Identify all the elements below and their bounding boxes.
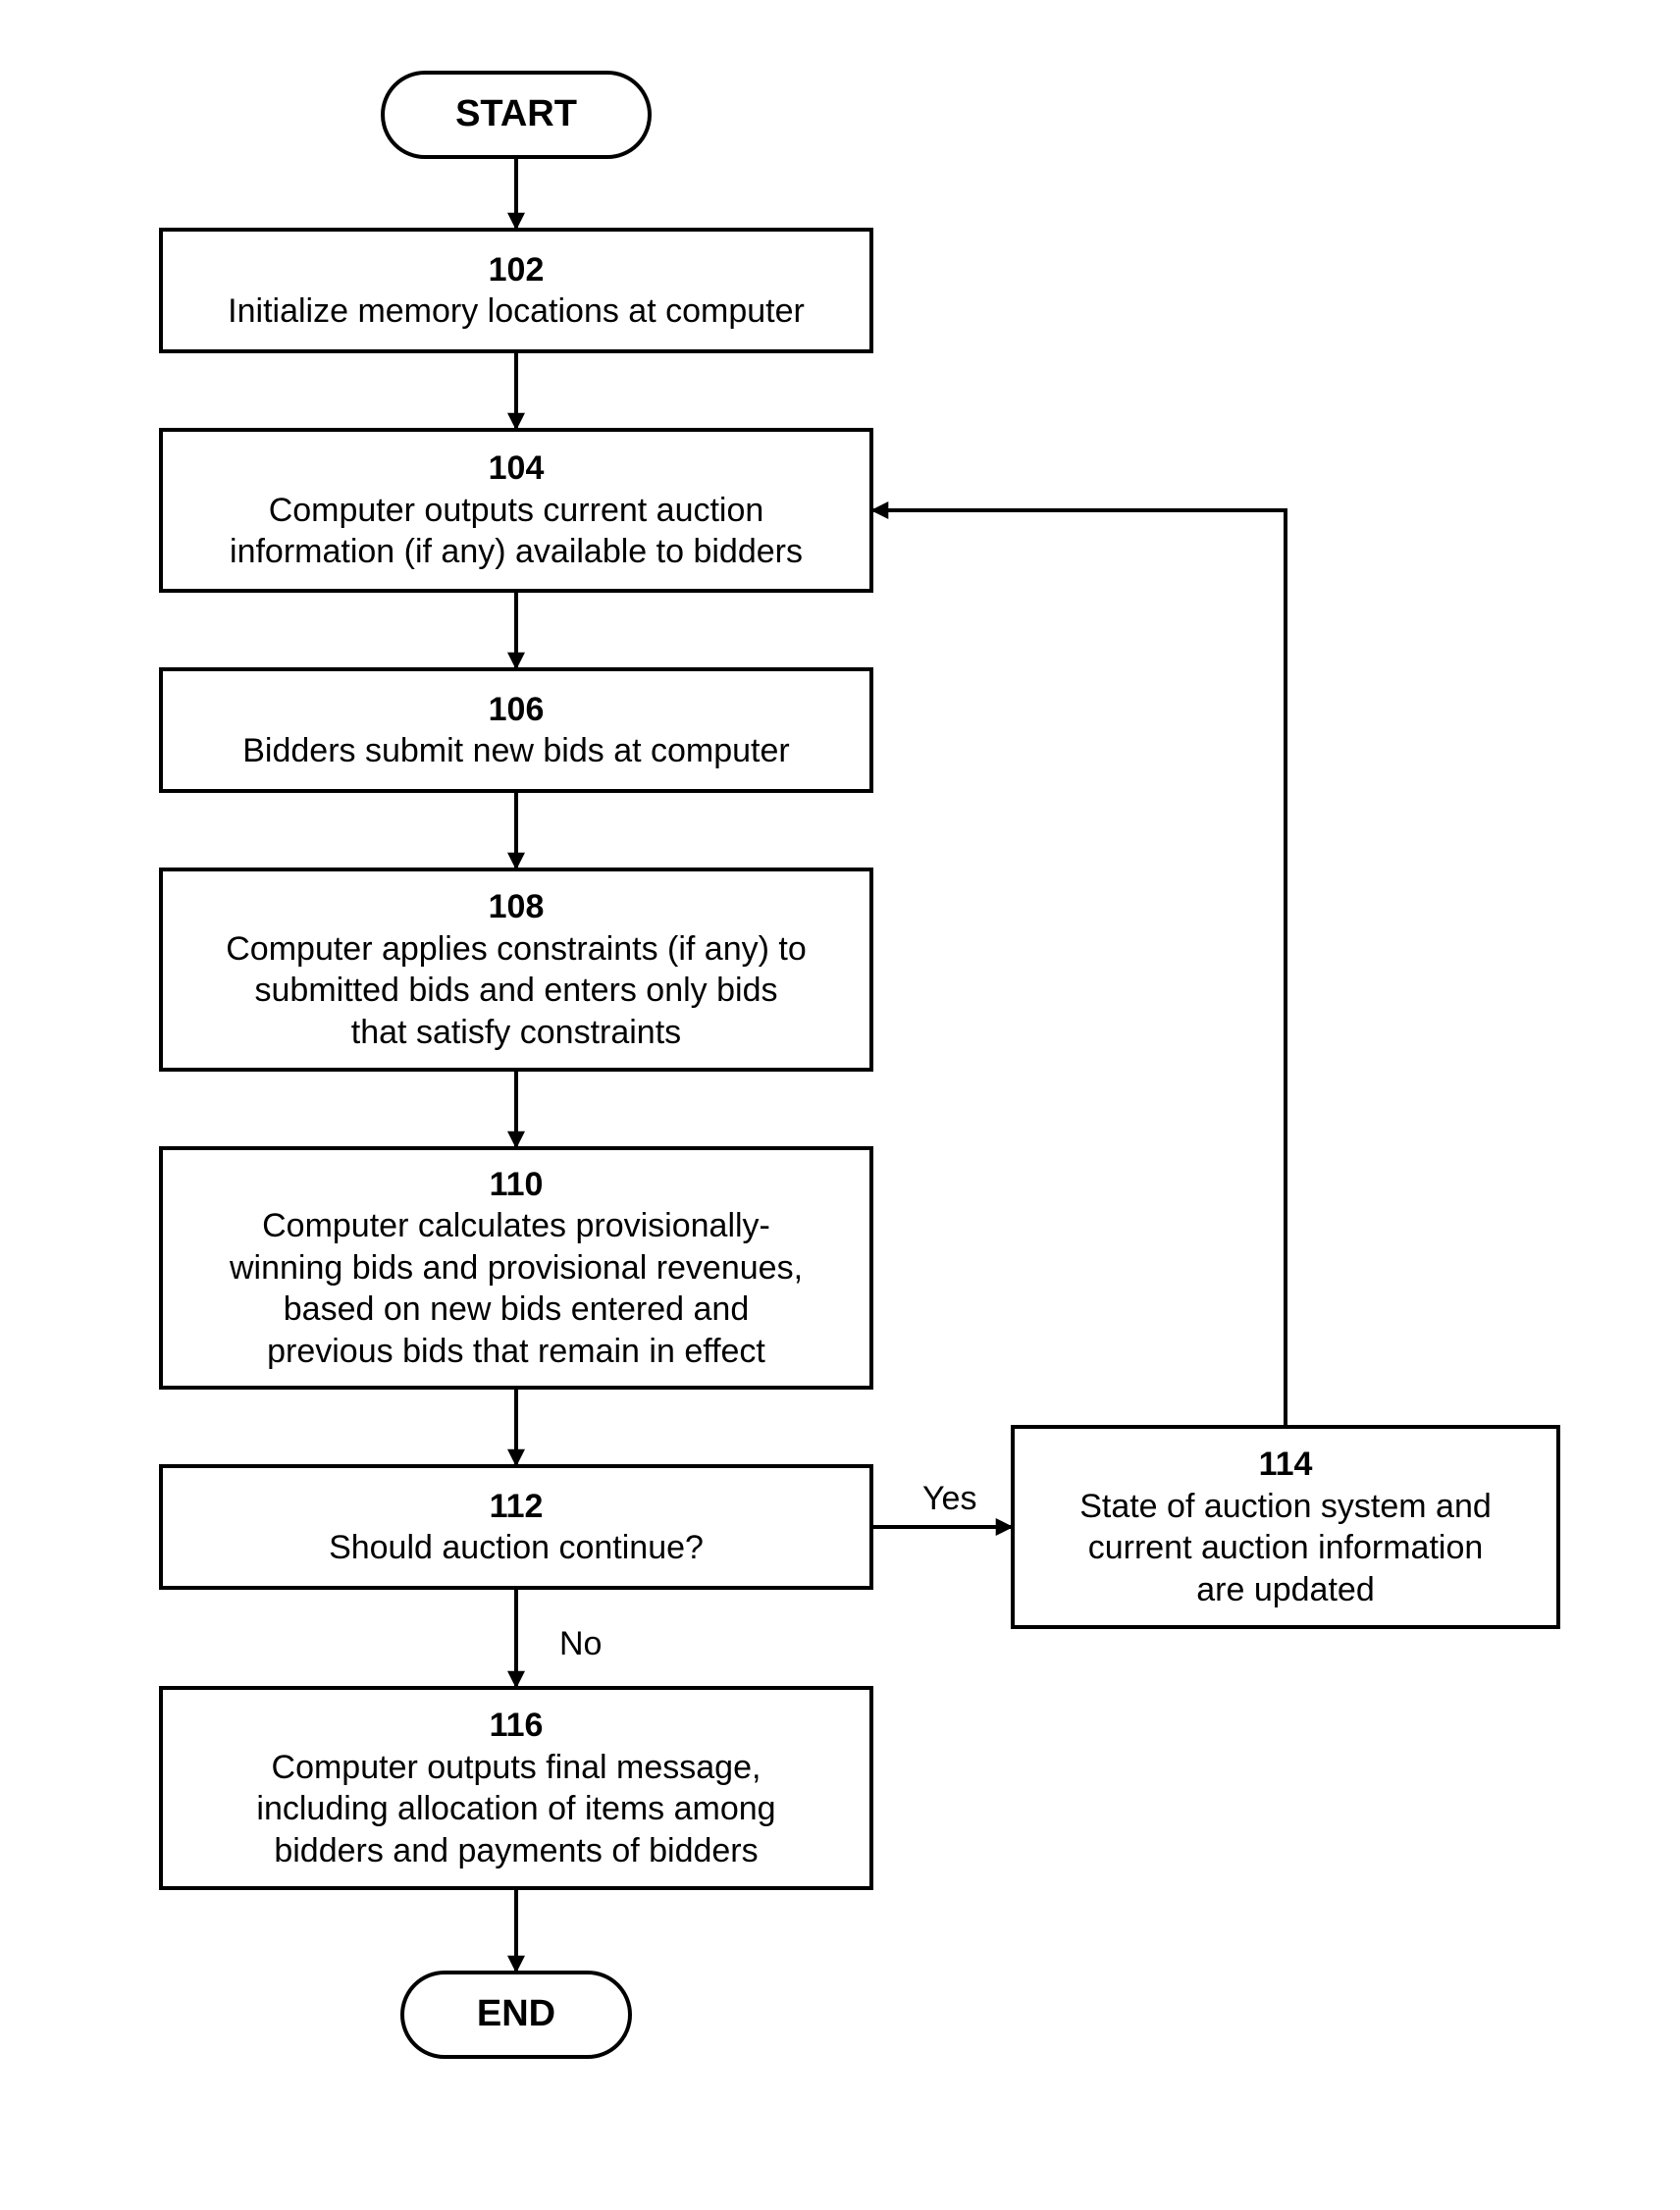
node-n114: 114State of auction system and current a… (1011, 1425, 1560, 1629)
node-n106: 106Bidders submit new bids at computer (159, 667, 873, 793)
node-n110: 110Computer calculates provisionally- wi… (159, 1146, 873, 1390)
node-start: START (381, 71, 652, 159)
node-number: 112 (490, 1486, 544, 1528)
node-label: Should auction continue? (329, 1527, 704, 1569)
node-label: Initialize memory locations at computer (228, 290, 805, 333)
node-label: END (477, 1991, 555, 2038)
flowchart-canvas: START 102Initialize memory locations at c… (0, 0, 1680, 2210)
node-label: START (455, 91, 577, 138)
node-n108: 108Computer applies constraints (if any)… (159, 868, 873, 1072)
node-number: 108 (489, 886, 545, 928)
edge-n114-n104 (873, 510, 1286, 1425)
node-number: 102 (489, 249, 545, 291)
node-label: Computer outputs current auction informa… (230, 490, 803, 573)
node-label: Computer outputs final message, includin… (256, 1747, 775, 1872)
edge-label-n112-n116: No (559, 1625, 602, 1663)
node-number: 104 (489, 447, 545, 490)
edge-label-n112-n114: Yes (922, 1480, 976, 1518)
node-number: 106 (489, 689, 545, 731)
node-number: 116 (490, 1705, 544, 1747)
node-end: END (400, 1971, 632, 2059)
node-number: 114 (1259, 1444, 1313, 1486)
node-n102: 102Initialize memory locations at comput… (159, 228, 873, 353)
node-label: State of auction system and current auct… (1079, 1486, 1492, 1611)
node-n116: 116Computer outputs final message, inclu… (159, 1686, 873, 1890)
node-label: Bidders submit new bids at computer (242, 730, 789, 772)
node-n112: 112Should auction continue? (159, 1464, 873, 1590)
node-label: Computer applies constraints (if any) to… (226, 928, 806, 1054)
node-n104: 104Computer outputs current auction info… (159, 428, 873, 593)
node-label: Computer calculates provisionally- winni… (230, 1205, 803, 1372)
node-number: 110 (490, 1164, 544, 1206)
